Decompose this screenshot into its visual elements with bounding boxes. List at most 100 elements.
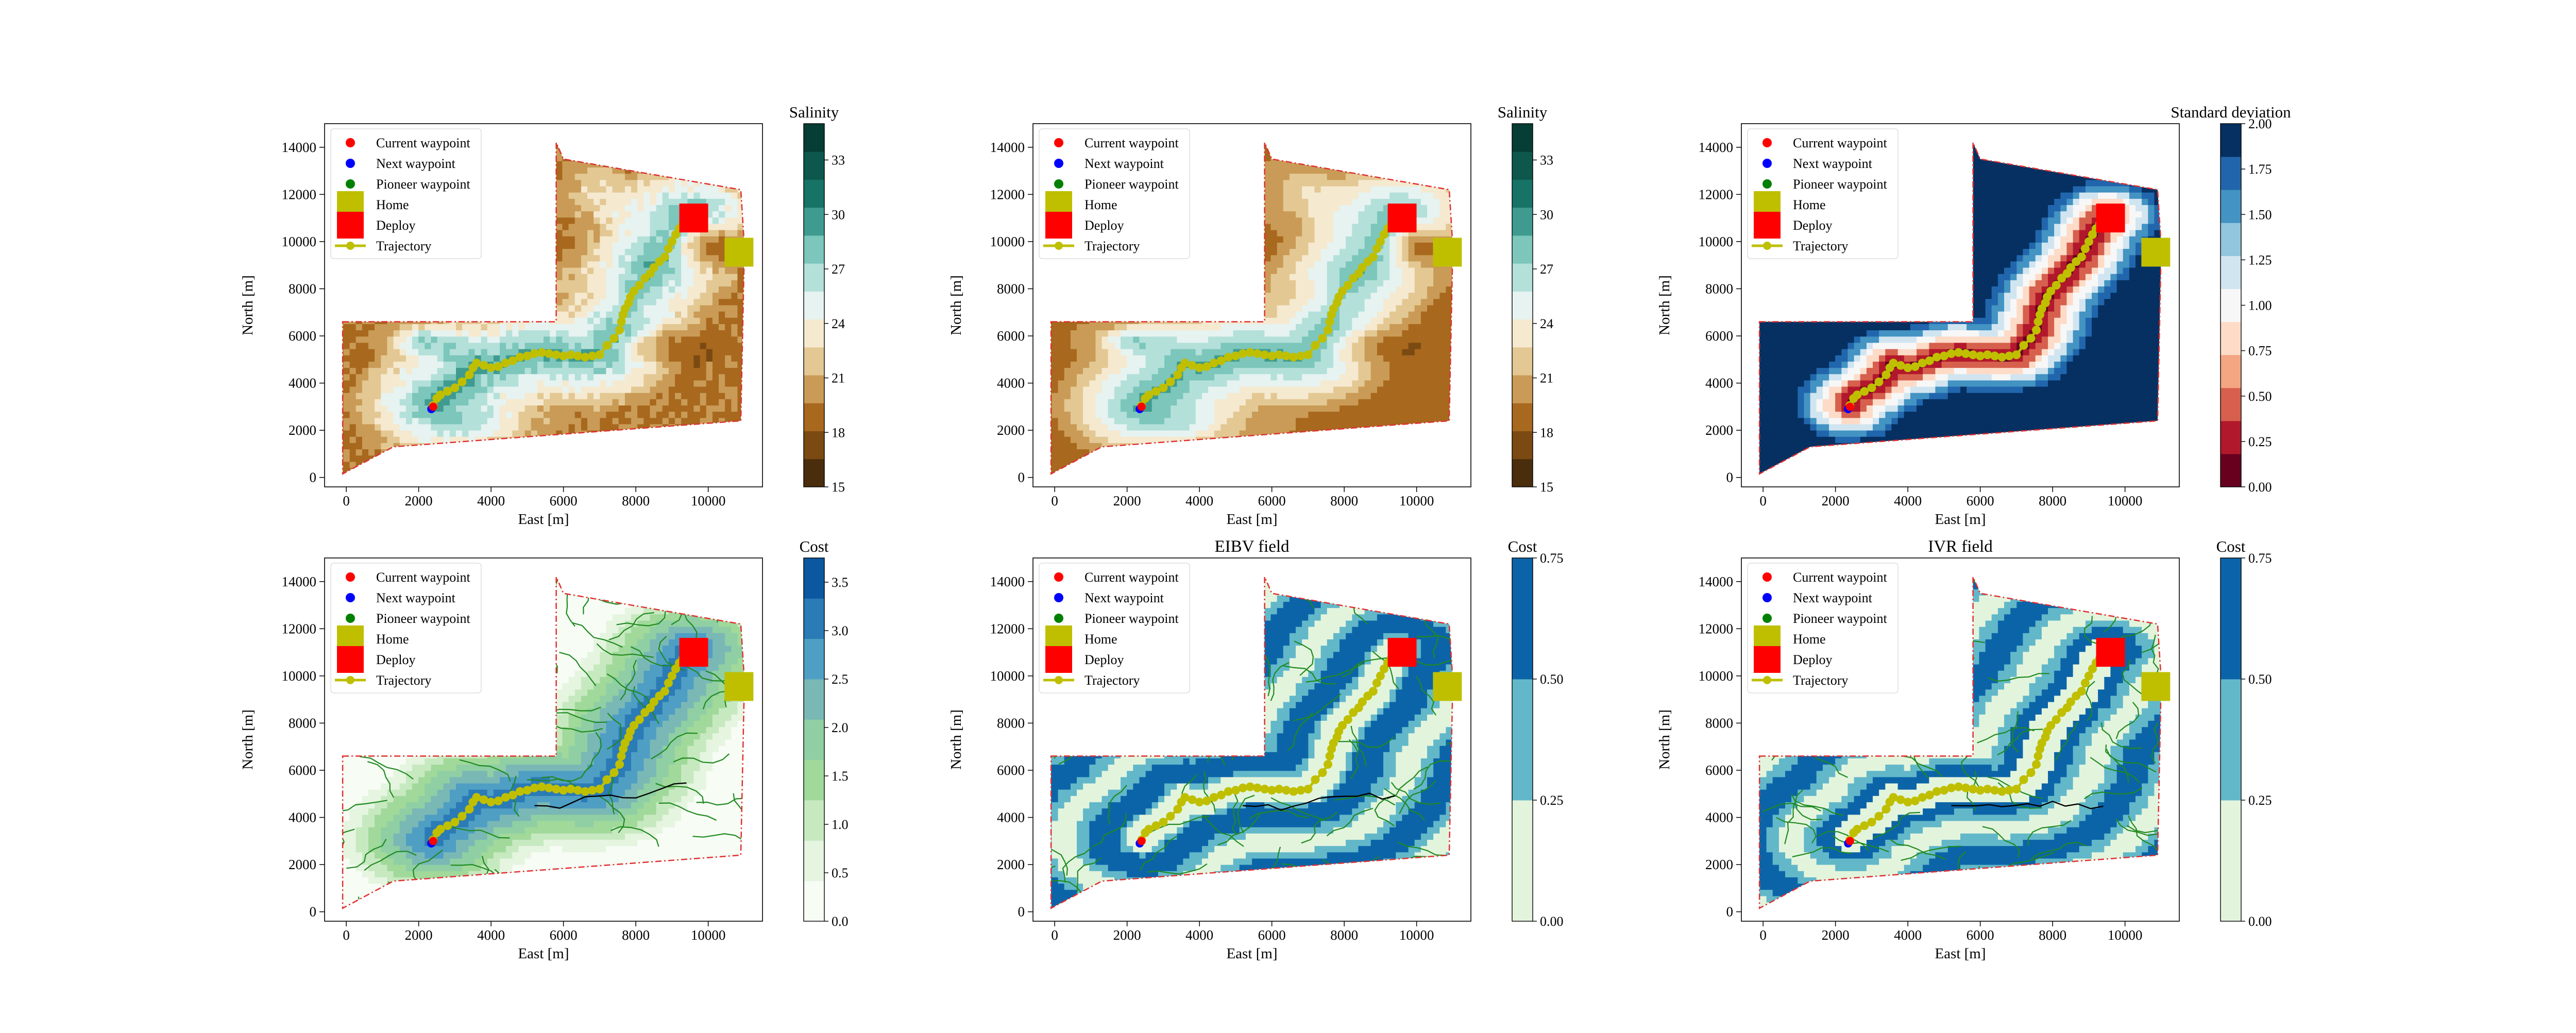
field-cell (375, 443, 381, 450)
field-cell (512, 324, 519, 331)
field-cell (431, 336, 437, 343)
field-cell (713, 255, 719, 262)
field-cell (681, 299, 688, 306)
field-cell (687, 380, 694, 387)
field-cell (518, 368, 525, 375)
field-cell (637, 330, 644, 337)
field-cell (550, 424, 556, 431)
field-cell (431, 355, 437, 362)
y-axis-label: North [m] (240, 275, 256, 335)
field-cell (719, 193, 725, 199)
field-cell (613, 193, 619, 199)
field-cell (562, 412, 569, 418)
field-cell (656, 306, 663, 312)
field-cell (356, 455, 363, 462)
field-cell (637, 324, 644, 331)
field-cell (418, 380, 425, 387)
field-cell (487, 431, 494, 437)
field-cell (400, 393, 406, 400)
field-cell (643, 405, 650, 412)
field-cell (400, 324, 406, 331)
field-cell (693, 355, 700, 362)
field-cell (643, 224, 650, 231)
field-cell (713, 393, 719, 400)
field-cell (474, 418, 481, 425)
field-cell (562, 224, 569, 231)
field-cell (587, 217, 594, 224)
field-cell (537, 362, 544, 368)
field-cell (494, 387, 500, 394)
field-cell (368, 324, 375, 331)
field-cell (631, 236, 638, 243)
field-cell (719, 255, 725, 262)
field-cell (613, 174, 619, 180)
field-cell (625, 211, 632, 218)
field-cell (1277, 174, 1284, 180)
field-cell (587, 374, 594, 381)
field-cell (613, 286, 619, 293)
field-cell (412, 349, 419, 356)
field-cell (437, 336, 444, 343)
field-cell (368, 330, 375, 337)
field-cell (625, 255, 632, 262)
field-cell (700, 299, 707, 306)
field-cell (569, 230, 575, 237)
field-cell (606, 318, 613, 325)
field-cell (500, 374, 506, 381)
field-cell (544, 324, 550, 331)
field-cell (693, 274, 700, 281)
field-cell (594, 306, 600, 312)
field-cell (1346, 174, 1352, 180)
field-cell (368, 418, 375, 425)
field-cell (456, 355, 463, 362)
field-cell (418, 424, 425, 431)
field-cell (643, 211, 650, 218)
field-cell (650, 343, 656, 349)
field-cell (531, 324, 538, 331)
field-cell (450, 424, 456, 431)
field-cell (594, 387, 600, 394)
field-cell (687, 187, 694, 193)
field-cell (400, 368, 406, 375)
field-cell (587, 412, 594, 418)
field-cell (606, 418, 613, 425)
field-cell (725, 193, 732, 199)
field-cell (606, 187, 613, 193)
field-cell (637, 355, 644, 362)
field-cell (375, 424, 381, 431)
field-cell (431, 424, 437, 431)
field-cell (343, 449, 350, 456)
field-cell (506, 405, 513, 412)
field-cell (431, 343, 437, 349)
field-cell (418, 368, 425, 375)
field-cell (693, 362, 700, 368)
field-cell (613, 306, 619, 312)
field-cell (500, 324, 506, 331)
field-cell (381, 324, 387, 331)
field-cell (637, 243, 644, 249)
field-cell (687, 306, 694, 312)
field-cell (650, 312, 656, 318)
field-cell (569, 187, 575, 193)
field-cell (1264, 187, 1271, 193)
field-cell (394, 324, 400, 331)
field-cell (669, 299, 675, 306)
field-cell (1302, 167, 1309, 174)
field-cell (481, 380, 488, 387)
field-cell (569, 243, 575, 249)
field-cell (700, 249, 707, 256)
field-cell (631, 199, 638, 206)
field-cell (643, 286, 650, 293)
field-cell (525, 412, 532, 418)
field-cell (669, 387, 675, 394)
field-cell (468, 405, 475, 412)
field-cell (713, 193, 719, 199)
field-cell (575, 299, 582, 306)
field-cell (556, 187, 563, 193)
field-cell (581, 274, 588, 281)
field-cell (613, 418, 619, 425)
field-cell (669, 368, 675, 375)
field-cell (600, 280, 606, 287)
field-cell (550, 418, 556, 425)
field-cell (663, 412, 669, 418)
